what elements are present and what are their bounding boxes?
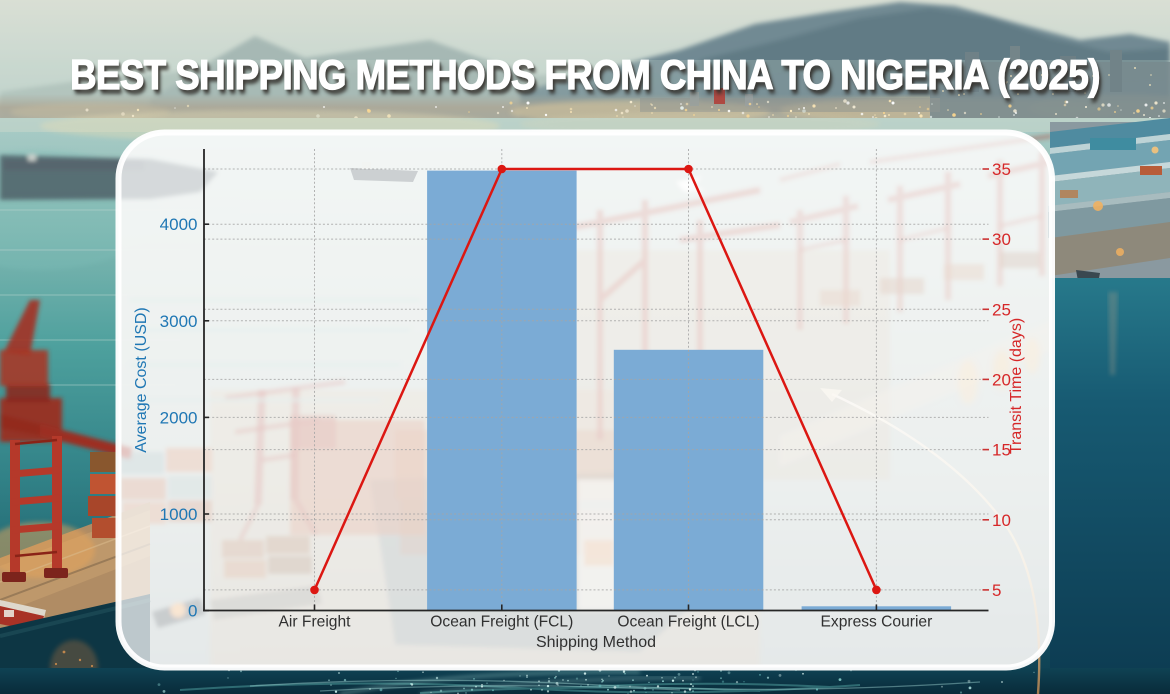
svg-text:Express Courier: Express Courier (821, 614, 933, 631)
svg-text:2000: 2000 (160, 408, 198, 427)
svg-text:Ocean Freight (FCL): Ocean Freight (FCL) (430, 614, 573, 631)
svg-text:20: 20 (992, 370, 1011, 389)
svg-text:1000: 1000 (160, 505, 198, 524)
svg-text:30: 30 (992, 230, 1011, 249)
svg-text:4000: 4000 (160, 215, 198, 234)
svg-text:5: 5 (992, 581, 1001, 600)
svg-text:Average Cost (USD): Average Cost (USD) (133, 307, 150, 453)
svg-text:10: 10 (992, 511, 1011, 530)
svg-text:Shipping Method: Shipping Method (536, 634, 656, 651)
svg-text:25: 25 (992, 300, 1011, 319)
svg-text:Transit Time (days): Transit Time (days) (1008, 318, 1025, 454)
svg-text:0: 0 (188, 602, 197, 621)
svg-text:15: 15 (992, 441, 1011, 460)
svg-text:Air Freight: Air Freight (279, 614, 352, 631)
svg-text:35: 35 (992, 160, 1011, 179)
svg-text:3000: 3000 (160, 312, 198, 331)
svg-text:Ocean Freight (LCL): Ocean Freight (LCL) (617, 614, 759, 631)
